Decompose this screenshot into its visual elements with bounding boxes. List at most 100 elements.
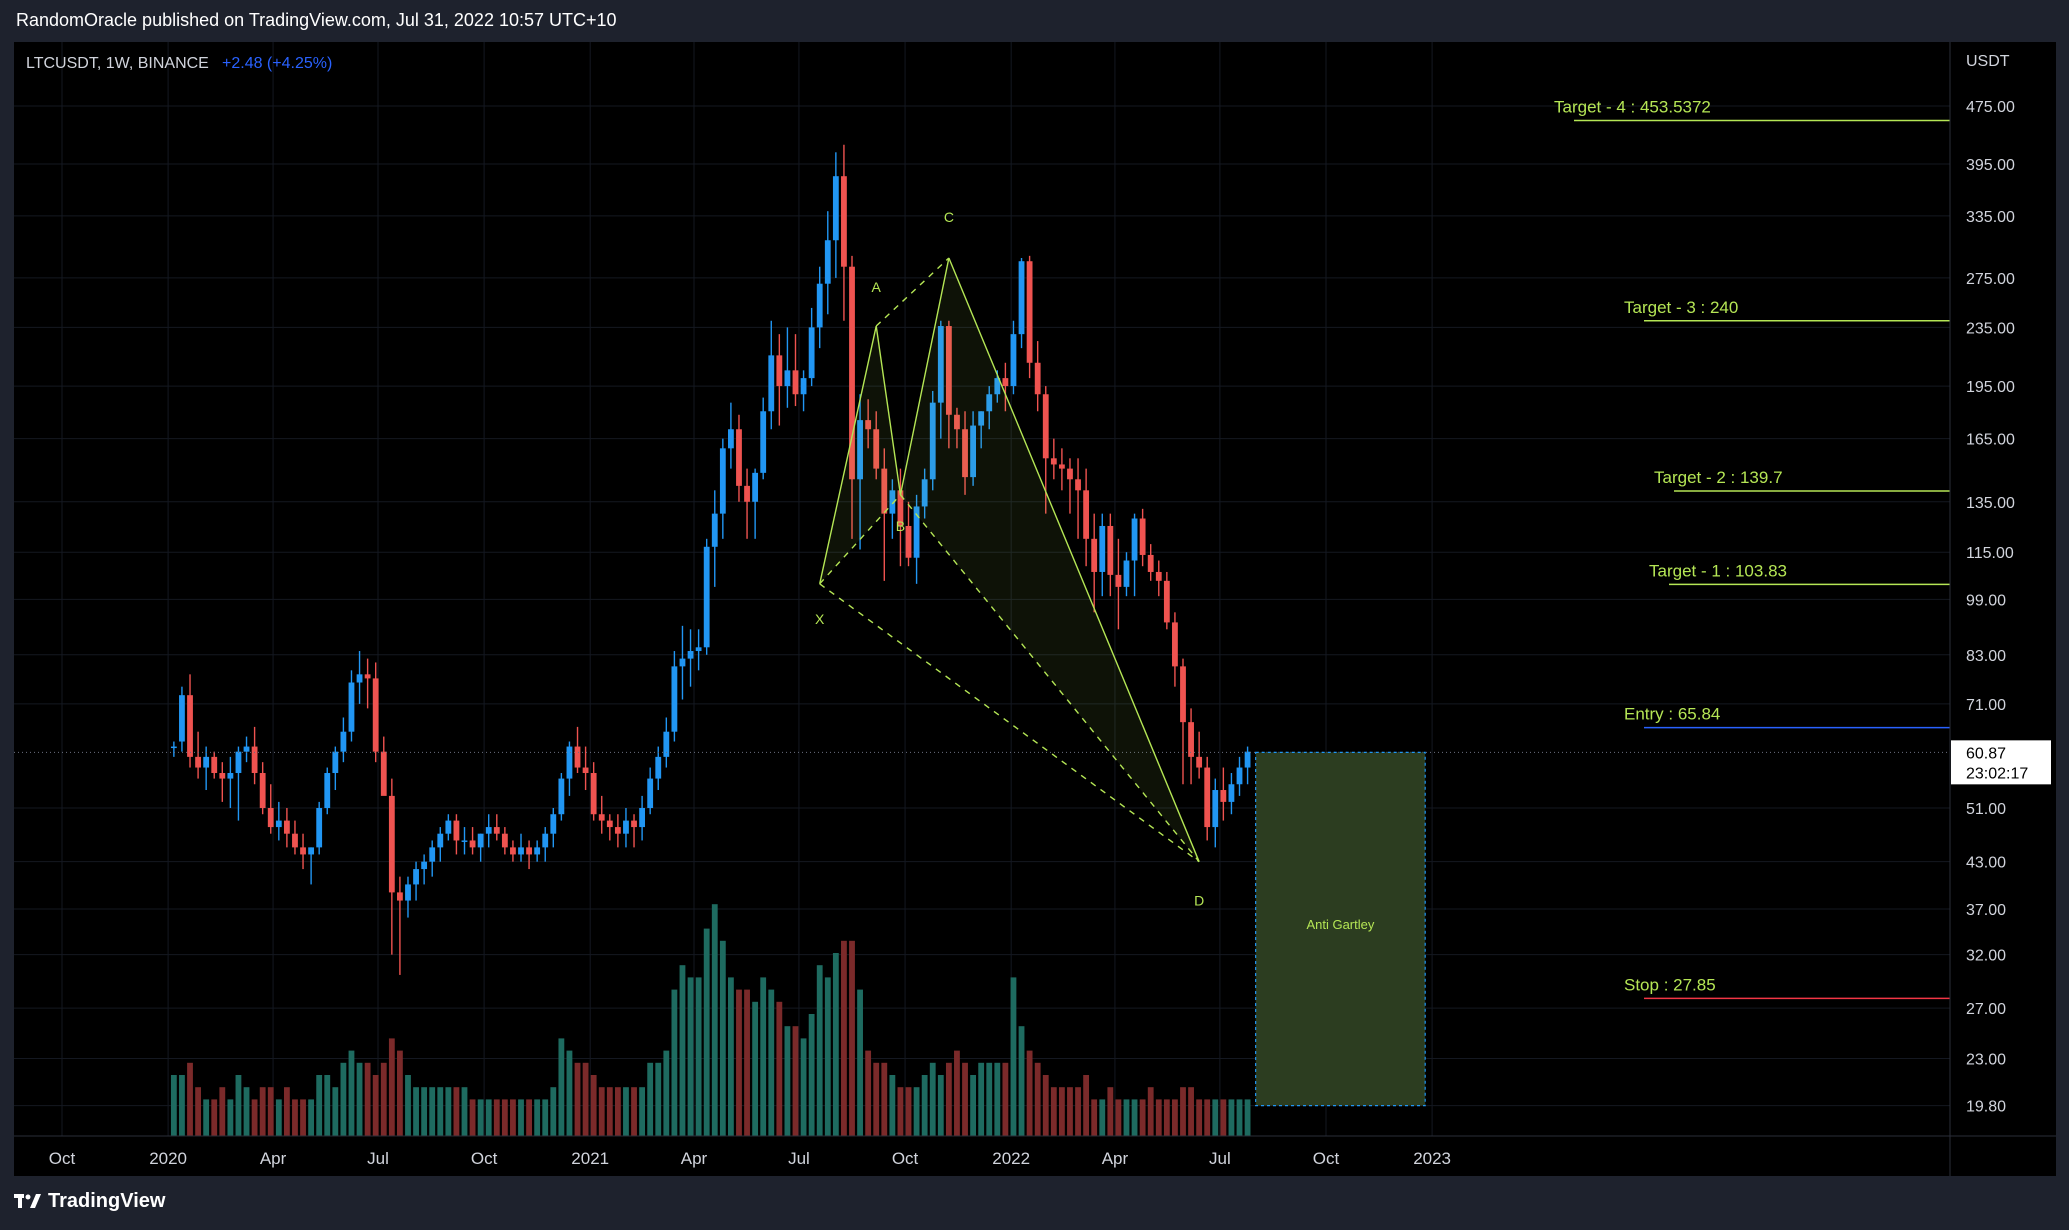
candle-body: [954, 414, 960, 430]
volume-bar: [1236, 1099, 1243, 1136]
candle-body: [776, 355, 783, 387]
candle-body: [986, 394, 993, 412]
volume-bar: [243, 1087, 250, 1136]
candle-body: [558, 778, 565, 815]
candle-body: [1212, 790, 1219, 828]
candle-body: [316, 808, 323, 848]
volume-bar: [1034, 1062, 1041, 1136]
volume-bar: [711, 904, 718, 1136]
candle-body: [405, 884, 411, 901]
candle-body: [994, 378, 1001, 395]
volume-bar: [590, 1075, 597, 1136]
candle-body: [187, 695, 193, 757]
price-chart[interactable]: Target - 4 : 453.5372 Target - 3 : 240 Tar…: [14, 42, 2056, 1176]
candle-body: [703, 546, 710, 648]
candle-body: [372, 678, 379, 752]
volume-bar: [655, 1062, 662, 1136]
candle-body: [283, 820, 290, 834]
volume-bar: [574, 1062, 581, 1136]
volume-bar: [687, 977, 694, 1136]
candle-body: [1018, 261, 1025, 335]
volume-bar: [905, 1087, 912, 1136]
candle-body: [1058, 464, 1065, 469]
publisher-bar: RandomOracle published on TradingView.co…: [0, 0, 2069, 42]
volume-bar: [727, 977, 734, 1136]
volume-bar: [526, 1099, 532, 1136]
candle-body: [832, 176, 839, 241]
volume-bar: [364, 1062, 371, 1136]
time-tick: Apr: [681, 1149, 708, 1168]
candle-body: [300, 847, 306, 855]
volume-bar: [397, 1050, 403, 1136]
volume-bar: [485, 1099, 492, 1136]
volume-bar: [332, 1087, 339, 1136]
candle-body: [170, 746, 177, 749]
volume-bar: [945, 1062, 952, 1136]
volume-bar: [719, 940, 726, 1136]
level-label: Target - 4 : 453.5372: [1554, 98, 1711, 117]
pattern-point-b: B: [896, 518, 905, 534]
candle-body: [598, 814, 605, 821]
candle-body: [227, 773, 234, 779]
level-label: Target - 2 : 139.7: [1654, 468, 1783, 487]
candle-body: [211, 756, 218, 774]
candle-body: [760, 411, 767, 473]
candle-body: [574, 746, 581, 768]
volume-bar: [695, 977, 702, 1136]
volume-bar: [1115, 1099, 1122, 1136]
volume-bar: [623, 1087, 629, 1136]
volume-bar: [429, 1087, 436, 1136]
current-price-label: 60.87: [1966, 745, 2006, 762]
pattern-point-d: D: [1194, 893, 1204, 909]
price-tick: 99.00: [1966, 592, 2006, 609]
candle-body: [421, 861, 428, 870]
volume-bar: [227, 1099, 234, 1136]
volume-bar: [913, 1087, 920, 1136]
volume-bar: [1188, 1087, 1194, 1136]
volume-bar: [679, 965, 686, 1136]
tradingview-logo[interactable]: TradingView: [14, 1190, 165, 1213]
price-tick: 32.00: [1966, 948, 2006, 965]
price-tick: 395.00: [1966, 157, 2015, 174]
candle-body: [1123, 560, 1130, 587]
candle-body: [1204, 767, 1211, 828]
volume-bar: [566, 1050, 573, 1136]
volume-bar: [841, 940, 847, 1136]
candle-body: [671, 666, 678, 732]
price-tick: 335.00: [1966, 209, 2015, 226]
candle-body: [259, 773, 266, 808]
candle-body: [1067, 468, 1073, 480]
candle-body: [865, 420, 872, 430]
volume-bar: [824, 977, 831, 1136]
candle-body: [606, 820, 613, 828]
level-lines: Target - 4 : 453.5372 Target - 3 : 240 Tar…: [14, 98, 1950, 1107]
candles: [170, 144, 1251, 975]
candle-body: [913, 506, 920, 558]
volume-bar: [808, 1014, 815, 1136]
volume-bar: [1002, 1062, 1009, 1136]
price-axis-unit: USDT: [1966, 53, 2010, 70]
volume-bar: [889, 1075, 896, 1136]
candle-body: [905, 525, 912, 558]
candle-body: [695, 647, 702, 652]
candle-body: [1099, 525, 1106, 572]
volume-bar: [372, 1075, 379, 1136]
level-label: Target - 3 : 240: [1624, 298, 1738, 317]
candle-body: [1236, 767, 1243, 785]
volume-bar: [937, 1075, 944, 1136]
volume-bar: [380, 1062, 387, 1136]
volume-bar: [1244, 1099, 1251, 1136]
volume-bar: [986, 1062, 993, 1136]
volume-bar: [275, 1099, 282, 1136]
volume-bar: [800, 1038, 807, 1136]
candle-body: [251, 746, 258, 774]
volume-bar: [179, 1075, 185, 1136]
candle-body: [663, 731, 670, 757]
volume-bars: [170, 904, 1251, 1136]
price-tick: 475.00: [1966, 99, 2015, 116]
candle-body: [243, 746, 250, 752]
volume-bar: [510, 1099, 516, 1136]
volume-bar: [558, 1038, 565, 1136]
candle-body: [1050, 458, 1057, 465]
chart-area[interactable]: Target - 4 : 453.5372 Target - 3 : 240 Tar…: [14, 42, 2056, 1176]
